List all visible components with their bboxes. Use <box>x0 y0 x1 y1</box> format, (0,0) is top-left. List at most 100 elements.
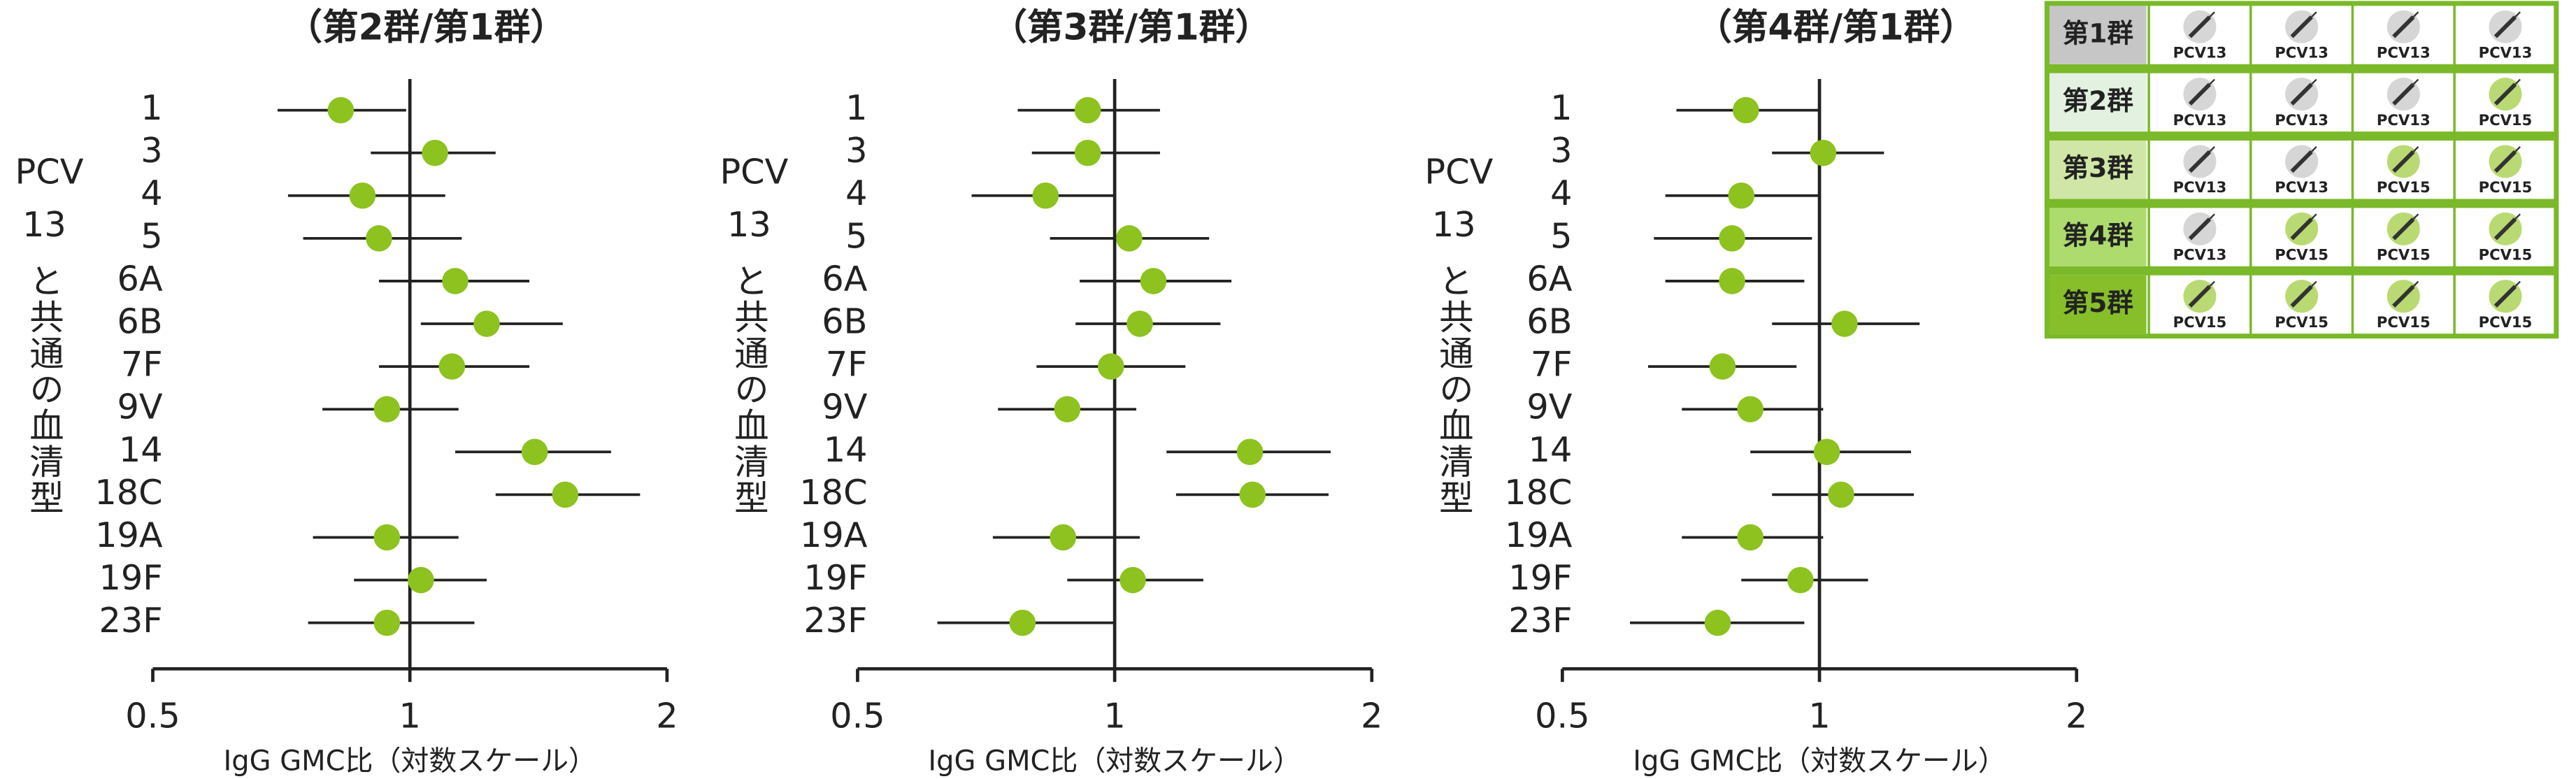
category-label: 6A <box>117 258 162 299</box>
group-label-cell <box>2049 208 2147 266</box>
syringe <box>2392 150 2415 173</box>
syringe <box>2188 83 2212 106</box>
vaccine-label: PCV13 <box>2275 178 2328 196</box>
point-estimate <box>1126 310 1153 337</box>
point-estimate <box>1828 481 1854 508</box>
syringe-needle <box>2310 146 2317 152</box>
syringe <box>2188 285 2212 308</box>
group-label-cell <box>2049 275 2147 334</box>
category-label: 19A <box>1505 515 1573 555</box>
category-label: 9V <box>117 387 162 427</box>
category-label: 6A <box>1526 258 1572 299</box>
category-label: 6B <box>822 301 867 342</box>
category-label: 4 <box>141 173 162 213</box>
x-axis-label: IgG GMC比（対数スケール） <box>928 745 1301 777</box>
category-label: 7F <box>121 344 163 385</box>
vaccine-label: PCV13 <box>2173 246 2227 264</box>
syringe-needle <box>2310 280 2317 287</box>
vaccine-label: PCV15 <box>2479 178 2533 196</box>
x-tick-label: 1 <box>1808 695 1830 736</box>
point-estimate <box>1140 268 1167 294</box>
syringe <box>2188 217 2212 241</box>
x-tick-label: 1 <box>399 695 421 736</box>
syringe-needle <box>2209 280 2215 287</box>
group-label: 第5群 <box>2063 287 2133 318</box>
category-label: 19A <box>95 515 163 555</box>
category-label: 7F <box>826 344 868 385</box>
point-estimate <box>521 438 548 466</box>
point-estimate <box>408 566 434 594</box>
point-estimate <box>1737 524 1764 551</box>
category-label: 3 <box>1550 130 1572 171</box>
vaccine-label: PCV15 <box>2479 246 2533 264</box>
category-label: 5 <box>1550 215 1572 256</box>
category-label: 9V <box>1526 387 1572 427</box>
vaccine-label: PCV15 <box>2377 246 2431 264</box>
point-estimate <box>1719 225 1745 252</box>
category-label: 5 <box>141 215 162 256</box>
vaccine-label: PCV15 <box>2377 313 2431 331</box>
syringe <box>2188 15 2212 38</box>
x-tick-label: 1 <box>1103 695 1125 736</box>
category-label: 18C <box>1504 472 1572 513</box>
group-label: 第1群 <box>2063 18 2133 49</box>
syringe-needle <box>2209 213 2215 220</box>
vaccine-label: PCV15 <box>2275 313 2328 331</box>
y-label: と共通の血清型 <box>729 263 769 516</box>
point-estimate <box>349 182 376 209</box>
syringe <box>2290 15 2313 38</box>
group-label-cell <box>2049 6 2147 64</box>
syringe <box>2493 150 2517 173</box>
x-axis-label: IgG GMC比（対数スケール） <box>1633 745 2006 777</box>
y-label: PCV <box>720 152 788 192</box>
vaccine-label: PCV15 <box>2275 246 2328 264</box>
syringe <box>2392 217 2415 241</box>
category-label: 9V <box>822 387 867 427</box>
group-label: 第4群 <box>2063 220 2133 251</box>
point-estimate <box>1050 524 1077 551</box>
syringe <box>2493 15 2517 38</box>
syringe <box>2290 150 2313 173</box>
point-estimate <box>373 396 401 422</box>
point-estimate <box>1732 97 1759 124</box>
syringe-needle <box>2412 78 2419 85</box>
syringe <box>2290 217 2313 241</box>
point-estimate <box>1116 225 1143 252</box>
syringe-needle <box>2209 146 2215 152</box>
syringe-needle <box>2514 11 2521 18</box>
point-estimate <box>373 524 401 551</box>
syringe <box>2493 217 2517 241</box>
point-estimate <box>373 609 401 636</box>
vaccine-label: PCV13 <box>2479 44 2533 62</box>
x-tick-label: 0.5 <box>125 695 180 736</box>
category-label: 14 <box>119 429 163 470</box>
category-label: 14 <box>1529 429 1573 470</box>
category-label: 4 <box>1550 173 1572 213</box>
syringe <box>2392 285 2415 308</box>
category-label: 3 <box>845 130 867 171</box>
point-estimate <box>1719 268 1745 294</box>
syringe-needle <box>2514 280 2521 287</box>
category-label: 14 <box>824 429 868 470</box>
point-estimate <box>1236 438 1264 466</box>
point-estimate <box>1709 353 1736 380</box>
vaccine-label: PCV13 <box>2275 44 2328 62</box>
point-estimate <box>1074 139 1101 166</box>
category-label: 18C <box>799 472 867 513</box>
category-label: 1 <box>1550 87 1572 128</box>
syringe-needle <box>2310 78 2317 85</box>
y-label: と共通の血清型 <box>1433 263 1474 516</box>
point-estimate <box>1054 396 1081 422</box>
x-tick-label: 2 <box>1361 695 1382 736</box>
x-tick-label: 2 <box>2066 695 2087 736</box>
syringe <box>2290 285 2313 308</box>
category-label: 6B <box>117 301 162 342</box>
syringe-needle <box>2310 11 2317 18</box>
point-estimate <box>438 353 466 380</box>
category-label: 1 <box>845 87 867 128</box>
syringe <box>2392 83 2415 106</box>
category-label: 7F <box>1531 344 1573 385</box>
syringe <box>2493 285 2517 308</box>
panel-title: （第2群/第1群） <box>286 6 566 48</box>
syringe-needle <box>2412 11 2419 18</box>
